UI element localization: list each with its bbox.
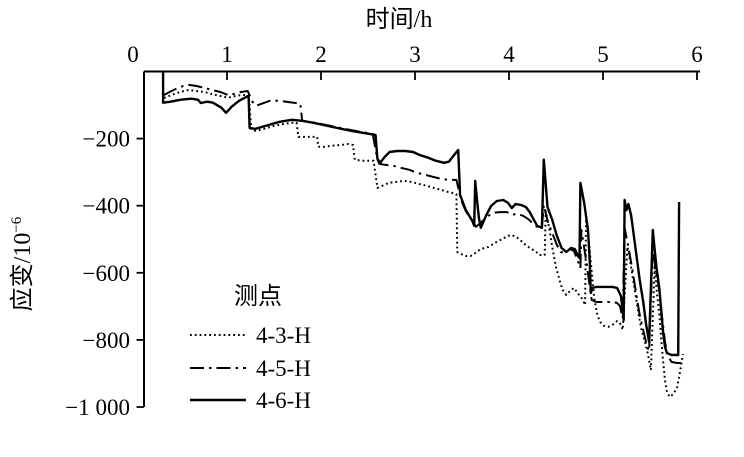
x-axis: 0 1 2 3 4 5 6 [127, 42, 703, 80]
y-axis-title-base: 应变/10 [9, 233, 36, 312]
legend-label-4-3-H: 4-3-H [256, 323, 311, 348]
x-tick-label: 1 [221, 42, 233, 67]
x-tick-label: 2 [315, 42, 327, 67]
x-tick-label: 5 [597, 42, 609, 67]
x-tick-label: 4 [503, 42, 515, 67]
legend-rows: 4-3-H 4-5-H 4-6-H [190, 323, 311, 413]
y-axis: −200 −400 −600 −800 −1 000 [65, 71, 145, 420]
plot-series [161, 71, 684, 398]
y-tick-label: −800 [83, 328, 130, 353]
legend: 测点 4-3-H 4-5-H 4-6-H [190, 283, 311, 413]
series-line-4-5-H [163, 83, 681, 364]
x-tick-label: 0 [127, 42, 139, 67]
x-tick-label: 6 [691, 42, 703, 67]
y-tick-label: −200 [83, 127, 130, 152]
legend-label-4-5-H: 4-5-H [256, 356, 311, 381]
series-line-4-3-H [163, 89, 684, 398]
y-tick-label: −600 [83, 261, 130, 286]
x-axis-title: 时间/h [366, 6, 433, 33]
y-tick-label: −1 000 [65, 395, 130, 420]
legend-label-4-6-H: 4-6-H [256, 388, 311, 413]
legend-title: 测点 [234, 283, 282, 310]
y-tick-label: −400 [83, 194, 130, 219]
series-line-4-6-H [161, 71, 681, 357]
x-tick-label: 3 [409, 42, 421, 67]
y-axis-title: 应变/10−6 [9, 216, 36, 311]
y-axis-title-exponent: −6 [9, 216, 25, 232]
